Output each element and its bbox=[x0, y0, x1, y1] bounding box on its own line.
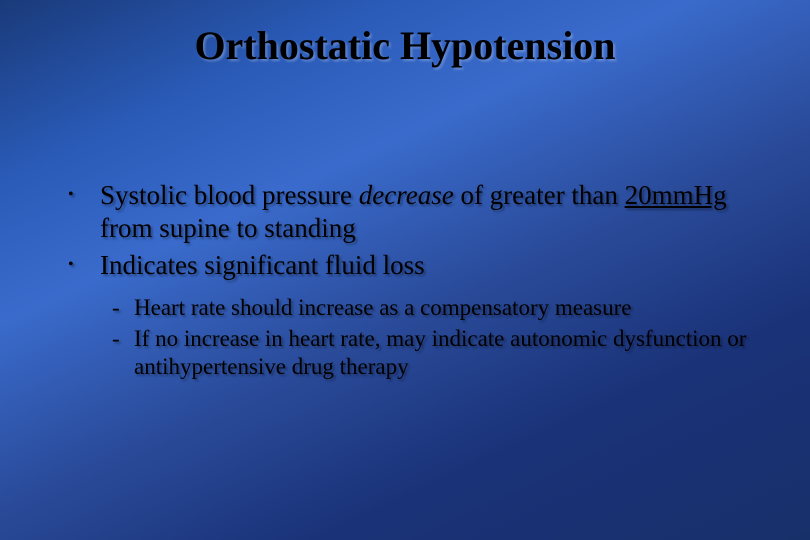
slide: Orthostatic Hypotension Systolic blood p… bbox=[0, 0, 810, 540]
bullet-text-post: from supine to standing bbox=[100, 213, 356, 243]
bullet-item: Systolic blood pressure decrease of grea… bbox=[60, 179, 770, 245]
bullet-list: Systolic blood pressure decrease of grea… bbox=[40, 179, 770, 282]
slide-title: Orthostatic Hypotension bbox=[40, 22, 770, 69]
bullet-text-italic: decrease bbox=[359, 180, 454, 210]
bullet-text-underline: 20mmHg bbox=[625, 180, 727, 210]
sub-bullet-text: Heart rate should increase as a compensa… bbox=[134, 295, 631, 320]
bullet-item: Indicates significant fluid loss bbox=[60, 249, 770, 282]
sub-bullet-text: If no increase in heart rate, may indica… bbox=[134, 326, 746, 380]
bullet-text: Indicates significant fluid loss bbox=[100, 250, 425, 280]
bullet-text-pre: Systolic blood pressure bbox=[100, 180, 359, 210]
sub-bullet-item: If no increase in heart rate, may indica… bbox=[112, 325, 770, 383]
sub-bullet-list: Heart rate should increase as a compensa… bbox=[40, 294, 770, 382]
sub-bullet-item: Heart rate should increase as a compensa… bbox=[112, 294, 770, 323]
bullet-text-mid: of greater than bbox=[454, 180, 625, 210]
